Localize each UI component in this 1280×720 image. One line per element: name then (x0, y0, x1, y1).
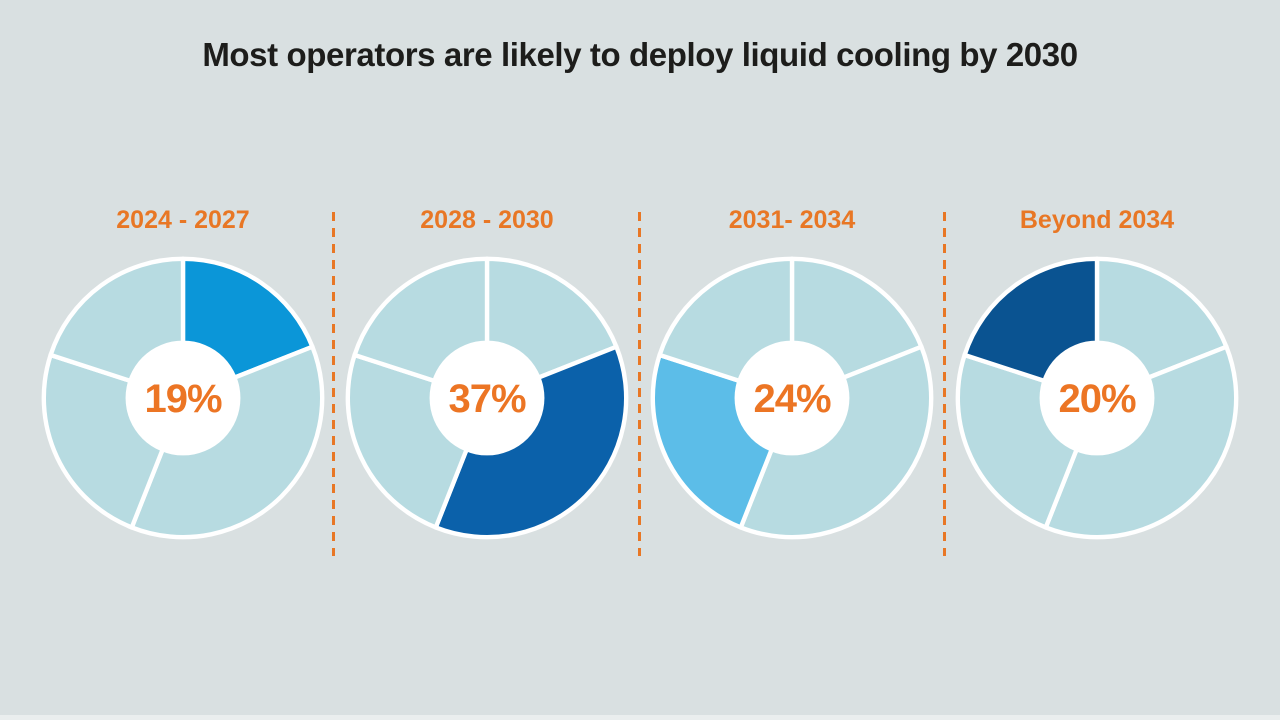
donut-base-segment (129, 344, 325, 540)
chart-group-2031-2034: 2031- 2034 24% (639, 205, 945, 544)
donut-center-hole (125, 340, 241, 456)
donut-chart-beyond-2034 (955, 256, 1239, 540)
chart-period-label: 2031- 2034 (728, 206, 856, 234)
donut-base-segment (738, 344, 934, 540)
donut-center-hole (429, 340, 545, 456)
chart-group-2028-2030: 2028 - 2030 37% (334, 205, 640, 544)
donut-chart-2024-2027 (41, 256, 325, 540)
dashed-divider (638, 212, 641, 556)
chart-period-label: 2028 - 2030 (420, 206, 554, 234)
donut-center-hole (1039, 340, 1155, 456)
dashed-divider (332, 212, 335, 556)
chart-period-label: 2024 - 2027 (116, 206, 250, 234)
bottom-edge-strip (0, 715, 1280, 720)
donut-wrap: 20% (951, 252, 1243, 544)
donut-wrap: 37% (341, 252, 633, 544)
donut-chart-2031-2034 (650, 256, 934, 540)
chart-group-2024-2027: 2024 - 2027 19% (30, 205, 336, 544)
donut-wrap: 24% (646, 252, 938, 544)
donut-base-segment (1043, 344, 1239, 540)
donut-chart-2028-2030 (345, 256, 629, 540)
donut-highlight-segment (433, 344, 629, 540)
donut-wrap: 19% (37, 252, 329, 544)
chart-period-label: Beyond 2034 (1019, 206, 1175, 234)
dashed-divider (943, 212, 946, 556)
donut-center-hole (734, 340, 850, 456)
page-title: Most operators are likely to deploy liqu… (202, 36, 1078, 73)
chart-group-beyond-2034: Beyond 2034 20% (944, 205, 1250, 544)
